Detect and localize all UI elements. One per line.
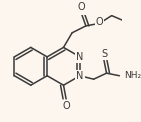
Text: O: O (96, 17, 103, 27)
Text: N: N (76, 52, 84, 62)
Text: O: O (78, 2, 85, 12)
Text: N: N (76, 71, 84, 81)
Text: O: O (62, 101, 70, 111)
Text: S: S (102, 49, 108, 59)
Text: NH₂: NH₂ (124, 71, 141, 80)
